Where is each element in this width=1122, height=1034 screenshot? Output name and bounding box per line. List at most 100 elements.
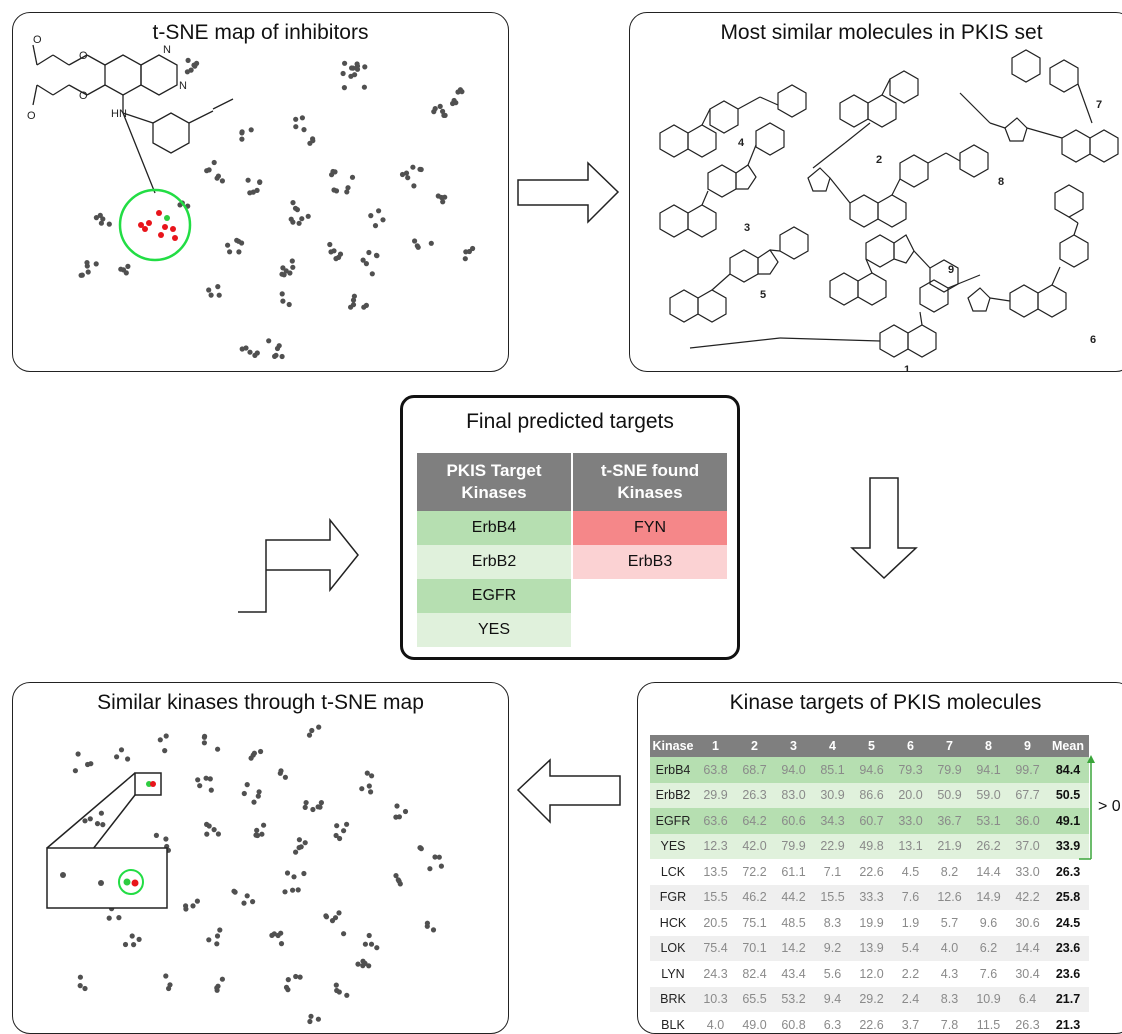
tsne-point <box>417 845 424 851</box>
tsne-points <box>78 57 476 360</box>
molecule-label: 4 <box>738 137 745 149</box>
tsne-point <box>241 900 247 906</box>
tsne-point <box>412 238 418 244</box>
tsne-point <box>286 301 292 308</box>
tsne-point <box>348 73 354 79</box>
kinase-mean: 49.1 <box>1055 813 1081 828</box>
tsne-point <box>106 915 112 921</box>
zoom-source-box <box>134 772 162 796</box>
tsne-point <box>402 808 409 815</box>
kinase-name: YES <box>660 839 686 854</box>
kinase-value: 68.7 <box>742 762 767 777</box>
kinase-value: 3.7 <box>901 1017 920 1032</box>
kinase-value: 19.9 <box>859 915 884 930</box>
tsne-point <box>431 109 437 115</box>
tsne-point <box>334 823 340 829</box>
kinase-mean: 25.8 <box>1055 890 1081 905</box>
tsne-point <box>361 84 367 90</box>
tsne-point <box>349 174 356 180</box>
tsne-point <box>251 750 257 756</box>
kinase-mean: 21.3 <box>1055 1017 1081 1032</box>
kinase-value: 22.6 <box>859 864 884 879</box>
tsne-point <box>374 253 380 259</box>
tsne-point <box>215 831 221 837</box>
tsne-point <box>403 170 410 176</box>
tsne-point <box>341 85 347 91</box>
tsne-point <box>269 932 275 938</box>
tsne-point <box>284 870 291 876</box>
tsne-point <box>361 304 367 310</box>
tsne-point <box>415 244 421 250</box>
tsne-point <box>436 854 442 860</box>
tsne-point <box>256 789 262 795</box>
tsne-kinase: ErbB3 <box>572 545 727 579</box>
tsne-point <box>281 272 287 278</box>
kinase-value: 79.9 <box>937 762 962 777</box>
tsne-point <box>203 775 209 781</box>
highlight-circle <box>118 188 192 262</box>
tsne-point <box>247 190 253 196</box>
kinase-value: 99.7 <box>1015 762 1040 777</box>
tsne-point <box>399 171 406 178</box>
tsne-point <box>351 293 357 299</box>
kinase-value: 86.6 <box>859 788 884 803</box>
tsne-point <box>227 249 233 255</box>
tsne-point <box>219 178 225 184</box>
tsne-point <box>296 220 302 226</box>
kinase-value: 8.2 <box>940 864 959 879</box>
kinase-value: 33.0 <box>898 813 923 828</box>
tsne-point <box>291 874 297 880</box>
tsne-point <box>329 918 336 924</box>
kinase-value: 14.9 <box>976 890 1001 905</box>
tsne-point <box>204 831 210 837</box>
kinase-value: 82.4 <box>742 966 767 981</box>
kinase-table-header: 7 <box>930 735 969 757</box>
kinase-value: 6.4 <box>1018 992 1037 1007</box>
kinase-table-header: 9 <box>1008 735 1047 757</box>
kinase-value: 4.0 <box>940 941 959 956</box>
kinase-value: 20.0 <box>898 788 923 803</box>
tsne-point <box>363 261 369 267</box>
kinase-value: 72.2 <box>742 864 767 879</box>
kinase-value: 4.5 <box>901 864 920 879</box>
col1-header: PKIS Target Kinases <box>417 453 573 511</box>
tsne-point <box>293 973 299 980</box>
kinase-value: 63.6 <box>703 813 728 828</box>
table-row: BLK 4.0 49.0 60.8 6.3 22.6 3.7 7.8 11.5 26.3 21.3 <box>650 1012 1089 1033</box>
tsne-point <box>241 790 247 797</box>
svg-text:O: O <box>79 90 88 102</box>
kinase-value: 94.0 <box>781 762 806 777</box>
tsne-point <box>98 810 104 816</box>
tsne-point <box>100 822 106 828</box>
tsne-point <box>405 175 411 181</box>
table-row: YES 12.3 42.0 79.9 22.9 49.8 13.1 21.9 26.2 37.0 3… <box>650 833 1089 859</box>
tsne-point <box>290 200 296 206</box>
kinase-value: 10.9 <box>976 992 1001 1007</box>
kinase-table-header: 8 <box>969 735 1008 757</box>
kinase-name: ErbB2 <box>655 788 691 803</box>
table-row: HCK 20.5 75.1 48.5 8.3 19.9 1.9 5.7 9.6 30.6 24.5 <box>650 910 1089 936</box>
tsne-point <box>427 866 433 872</box>
tsne-point <box>129 933 135 939</box>
tsne-point <box>183 903 189 909</box>
kinase-value: 60.7 <box>859 813 884 828</box>
tsne-point <box>82 818 88 824</box>
kinase-value: 75.1 <box>742 915 767 930</box>
kinase-value: 64.2 <box>742 813 767 828</box>
table-row: ErbB4 63.8 68.7 94.0 85.1 94.6 79.3 79.9 94.1 99.… <box>650 757 1089 783</box>
tsne-point <box>217 927 223 933</box>
tsne-point <box>255 793 261 799</box>
table-row: LYN 24.3 82.4 43.4 5.6 12.0 2.2 4.3 7.6 30.4 23.6 <box>650 961 1089 987</box>
molecule-label: 9 <box>948 264 954 276</box>
tsne-point <box>239 346 245 352</box>
tsne-point <box>296 837 302 843</box>
tsne-point <box>360 958 366 964</box>
molecule-label: 5 <box>760 289 766 301</box>
tsne-point <box>302 840 308 846</box>
tsne-point <box>318 800 324 806</box>
tsne-point <box>293 116 299 122</box>
panel-title: t-SNE map of inhibitors <box>152 21 369 44</box>
tsne-point <box>211 159 217 166</box>
tsne-point <box>225 242 231 248</box>
tsne-point <box>336 910 342 916</box>
